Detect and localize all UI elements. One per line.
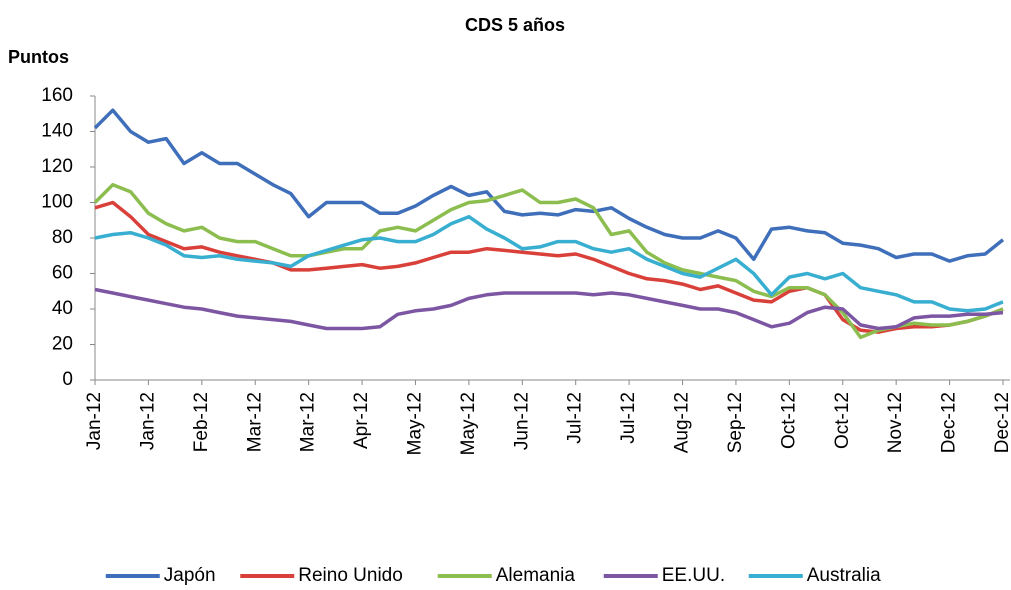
- y-tick-label: 160: [41, 85, 73, 106]
- chart-title: CDS 5 años: [465, 15, 565, 35]
- x-tick-label: Jan-12: [137, 392, 158, 450]
- y-tick-label: 40: [52, 298, 73, 319]
- y-tick-label: 20: [52, 334, 73, 355]
- legend-label: Reino Unido: [298, 565, 403, 586]
- series-line: [93, 108, 1005, 263]
- x-tick-label: Nov-12: [885, 392, 906, 453]
- x-tick-label: Oct-12: [778, 392, 799, 449]
- series-line: [94, 200, 1004, 334]
- y-tick-label: 120: [41, 156, 73, 177]
- legend-label: Alemania: [496, 565, 576, 586]
- x-tick-label: Mar-12: [244, 392, 265, 452]
- y-tick-label: 80: [52, 227, 73, 248]
- x-tick-label: Jun-12: [511, 392, 532, 450]
- x-tick-label: Jul-12: [565, 392, 586, 444]
- x-tick-label: Dec-12: [992, 392, 1011, 453]
- x-tick-label: Oct-12: [832, 392, 853, 449]
- series-line: [94, 287, 1004, 331]
- series-line: [94, 214, 1004, 313]
- x-tick-label: Mar-12: [298, 392, 319, 452]
- y-tick-label: 100: [41, 192, 73, 213]
- y-axis-label: Puntos: [8, 47, 69, 67]
- x-tick-label: Jan-12: [84, 392, 105, 450]
- y-tick-label: 0: [62, 369, 73, 390]
- y-tick-label: 140: [41, 121, 73, 142]
- x-tick-label: May-12: [458, 392, 479, 455]
- x-tick-label: Jul-12: [618, 392, 639, 444]
- x-tick-label: Apr-12: [351, 392, 372, 449]
- legend-label: EE.UU.: [662, 565, 725, 586]
- legend-label: Australia: [807, 565, 881, 586]
- x-tick-label: Dec-12: [939, 392, 960, 453]
- x-tick-label: Sep-12: [725, 392, 746, 453]
- x-tick-label: Feb-12: [191, 392, 212, 452]
- legend-label: Japón: [164, 565, 216, 586]
- x-tick-label: Aug-12: [672, 392, 693, 453]
- series-line: [93, 183, 1004, 340]
- y-tick-label: 60: [52, 263, 73, 284]
- x-tick-label: May-12: [404, 392, 425, 455]
